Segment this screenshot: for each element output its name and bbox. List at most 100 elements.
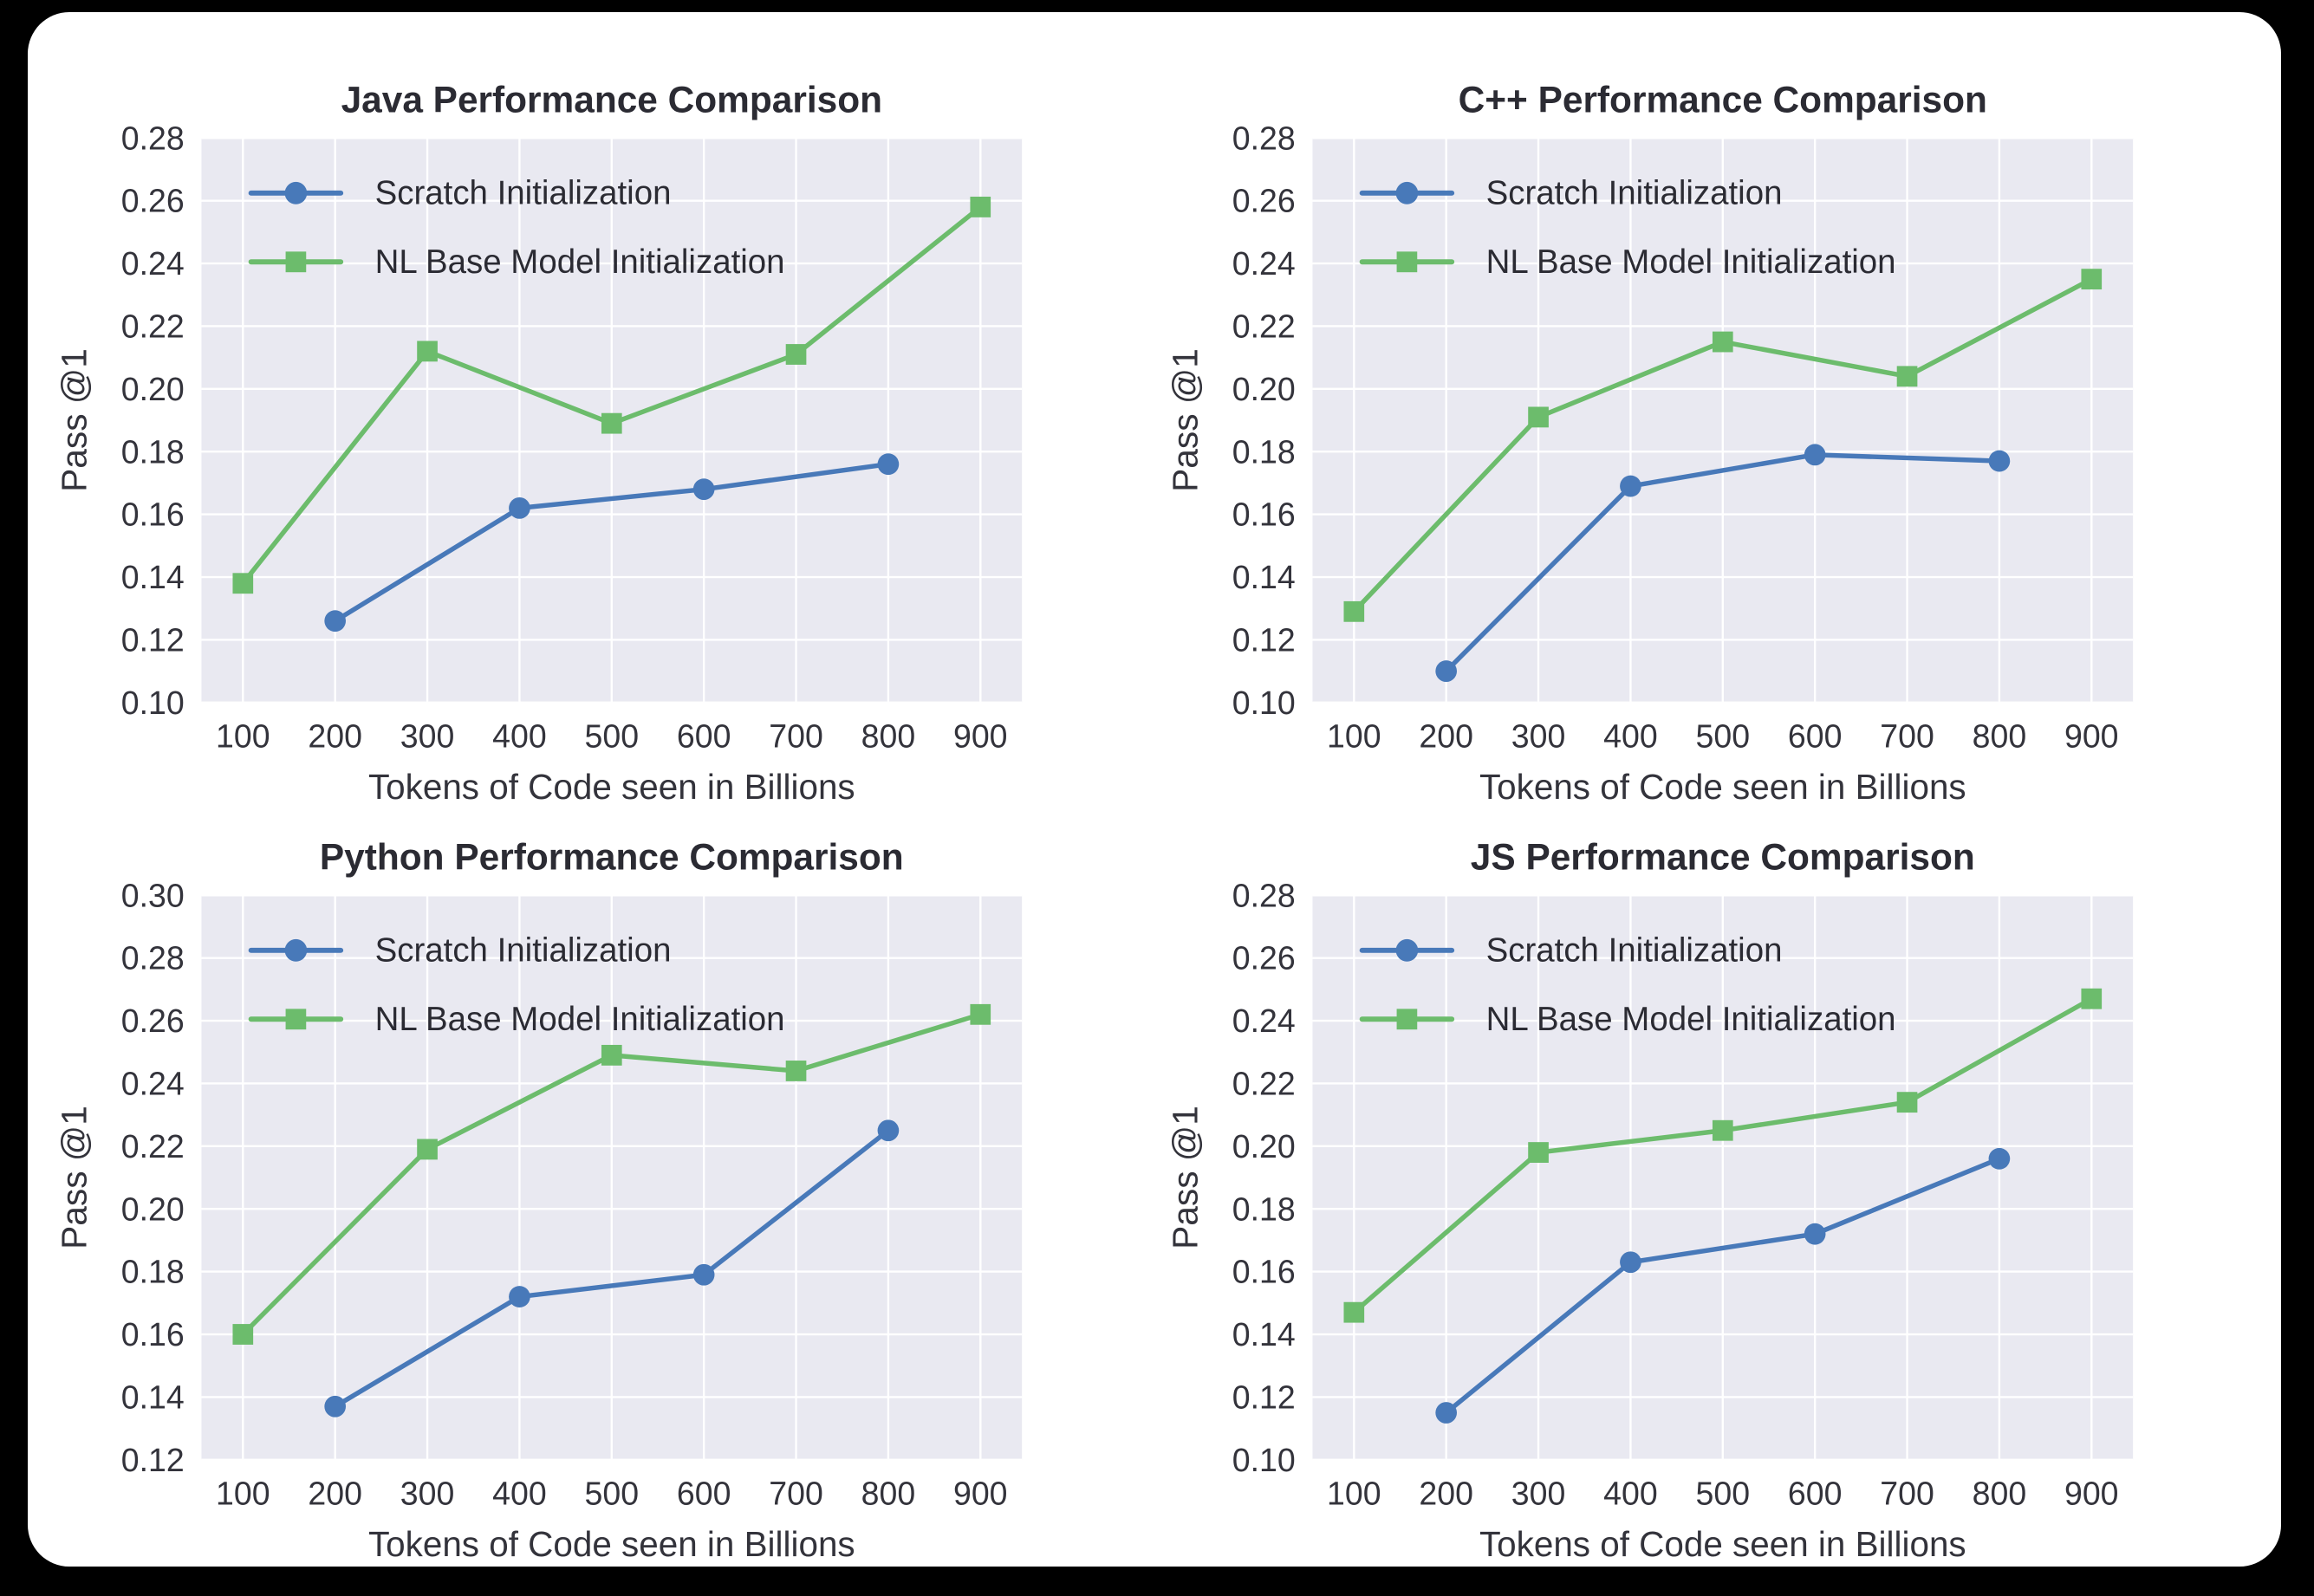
x-tick-label: 600: [1788, 717, 1843, 754]
y-tick-label: 0.20: [1232, 1128, 1296, 1165]
x-axis-label: Tokens of Code seen in Billions: [1479, 1524, 1966, 1560]
data-point-circle: [324, 610, 347, 633]
y-tick-label: 0.10: [121, 684, 185, 721]
data-point-square: [232, 573, 254, 594]
y-tick-label: 0.12: [1232, 1379, 1296, 1415]
java-chart-svg: 0.10 0.12 0.14 0.16 0.18 0.20 0.22 0.24 0.26 0.28…: [54, 79, 1023, 802]
data-point-circle: [877, 1119, 900, 1142]
x-tick-label: 500: [1696, 1475, 1751, 1511]
y-tick-label: 0.16: [121, 496, 185, 533]
data-point-square: [1343, 1301, 1365, 1323]
x-tick-label: 200: [1419, 717, 1473, 754]
legend-label: NL Base Model Initialization: [1486, 1001, 1896, 1038]
x-tick-label: 800: [861, 717, 916, 754]
x-tick-label: 400: [492, 717, 547, 754]
data-point-square: [1528, 1142, 1549, 1163]
y-tick-label: 0.16: [1232, 1254, 1296, 1290]
y-tick-label: 0.26: [121, 1002, 185, 1039]
y-tick-label: 0.24: [121, 1065, 185, 1101]
y-tick-label: 0.14: [121, 559, 185, 595]
x-tick-label: 600: [677, 717, 731, 754]
data-point-circle: [1988, 450, 2011, 472]
y-tick-label: 0.14: [1232, 1316, 1296, 1353]
y-tick-label: 0.18: [121, 433, 185, 470]
legend-label: NL Base Model Initialization: [375, 1001, 785, 1038]
chart-java: 0.10 0.12 0.14 0.16 0.18 0.20 0.22 0.24 0.26 0.28…: [43, 45, 1154, 802]
legend-marker-circle: [284, 938, 308, 962]
x-tick-label: 800: [1973, 1475, 2027, 1511]
data-point-square: [970, 196, 991, 217]
y-tick-label: 0.24: [121, 245, 185, 282]
chart-title: Python Performance Comparison: [320, 836, 904, 878]
x-tick-label: 500: [1696, 717, 1751, 754]
legend-label: Scratch Initialization: [1486, 174, 1783, 211]
y-tick-label: 0.26: [121, 183, 185, 219]
y-tick-label: 0.24: [1232, 1002, 1296, 1039]
y-tick-label: 0.16: [1232, 496, 1296, 533]
js-chart-svg: 0.10 0.12 0.14 0.16 0.18 0.20 0.22 0.24 0.26 0.28…: [1165, 836, 2134, 1560]
y-axis-label: Pass @1: [54, 348, 94, 492]
data-point-circle: [509, 1286, 530, 1307]
legend-label: Scratch Initialization: [375, 174, 672, 211]
x-tick-label: 900: [953, 717, 1008, 754]
data-point-square: [1528, 406, 1549, 428]
chart-js: 0.10 0.12 0.14 0.16 0.18 0.20 0.22 0.24 0.26 0.28…: [1154, 802, 2265, 1560]
y-tick-label: 0.22: [1232, 308, 1296, 344]
legend-marker-square: [285, 1009, 307, 1030]
y-tick-label: 0.10: [1232, 1442, 1296, 1478]
legend-label: NL Base Model Initialization: [375, 243, 785, 281]
y-tick-label: 0.28: [1232, 877, 1296, 913]
y-tick-label: 0.12: [121, 621, 185, 658]
chart-title: JS Performance Comparison: [1471, 836, 1975, 878]
x-tick-label: 200: [308, 717, 362, 754]
x-tick-label: 200: [308, 1475, 362, 1511]
data-point-square: [601, 412, 622, 434]
y-tick-label: 0.28: [121, 940, 185, 976]
data-point-square: [417, 1139, 438, 1160]
x-tick-label: 500: [585, 1475, 640, 1511]
y-tick-label: 0.28: [1232, 120, 1296, 156]
x-tick-label: 300: [1511, 1475, 1566, 1511]
y-tick-label: 0.20: [121, 1191, 185, 1227]
chart-cpp: 0.10 0.12 0.14 0.16 0.18 0.20 0.22 0.24 0.26 0.28…: [1154, 45, 2265, 802]
data-point-circle: [324, 1395, 347, 1418]
y-tick-label: 0.12: [121, 1442, 185, 1478]
legend-marker-circle: [1395, 938, 1419, 962]
y-tick-label: 0.16: [121, 1316, 185, 1353]
legend-marker-circle: [284, 181, 308, 204]
x-tick-label: 800: [1973, 717, 2027, 754]
figure-canvas: 0.10 0.12 0.14 0.16 0.18 0.20 0.22 0.24 0.26 0.28…: [28, 12, 2281, 1567]
legend-marker-square: [1396, 251, 1418, 273]
data-point-square: [2081, 269, 2103, 290]
x-tick-label: 500: [585, 717, 640, 754]
chart-python: 0.12 0.14 0.16 0.18 0.20 0.22 0.24 0.26 0.28 0.30…: [43, 802, 1154, 1560]
x-tick-label: 100: [1327, 1475, 1381, 1511]
x-tick-label: 700: [1880, 1475, 1934, 1511]
x-tick-label: 600: [1788, 1475, 1843, 1511]
x-tick-label: 100: [216, 717, 270, 754]
data-point-circle: [1435, 660, 1458, 683]
x-tick-label: 600: [677, 1475, 731, 1511]
series-line: [332, 461, 891, 624]
data-point-circle: [1804, 444, 1826, 466]
x-tick-label: 200: [1419, 1475, 1473, 1511]
data-point-circle: [1620, 475, 1641, 497]
data-point-circle: [692, 478, 715, 501]
y-axis-label: Pass @1: [1165, 1106, 1205, 1249]
x-tick-label: 100: [1327, 717, 1381, 754]
y-tick-label: 0.18: [1232, 1191, 1296, 1227]
cpp-chart-svg: 0.10 0.12 0.14 0.16 0.18 0.20 0.22 0.24 0.26 0.28…: [1165, 79, 2134, 802]
data-point-square: [1712, 331, 1733, 353]
x-tick-label: 300: [400, 717, 455, 754]
y-tick-label: 0.28: [121, 120, 185, 156]
data-point-square: [785, 344, 807, 365]
y-tick-label: 0.20: [1232, 371, 1296, 407]
legend-label: Scratch Initialization: [1486, 931, 1783, 969]
data-point-circle: [1988, 1147, 2011, 1170]
x-tick-label: 300: [1511, 717, 1566, 754]
data-point-square: [970, 1003, 991, 1025]
legend-marker-circle: [1395, 181, 1419, 204]
series-line: [332, 1128, 891, 1409]
series-line: [1443, 452, 2002, 674]
y-tick-label: 0.30: [121, 877, 185, 913]
